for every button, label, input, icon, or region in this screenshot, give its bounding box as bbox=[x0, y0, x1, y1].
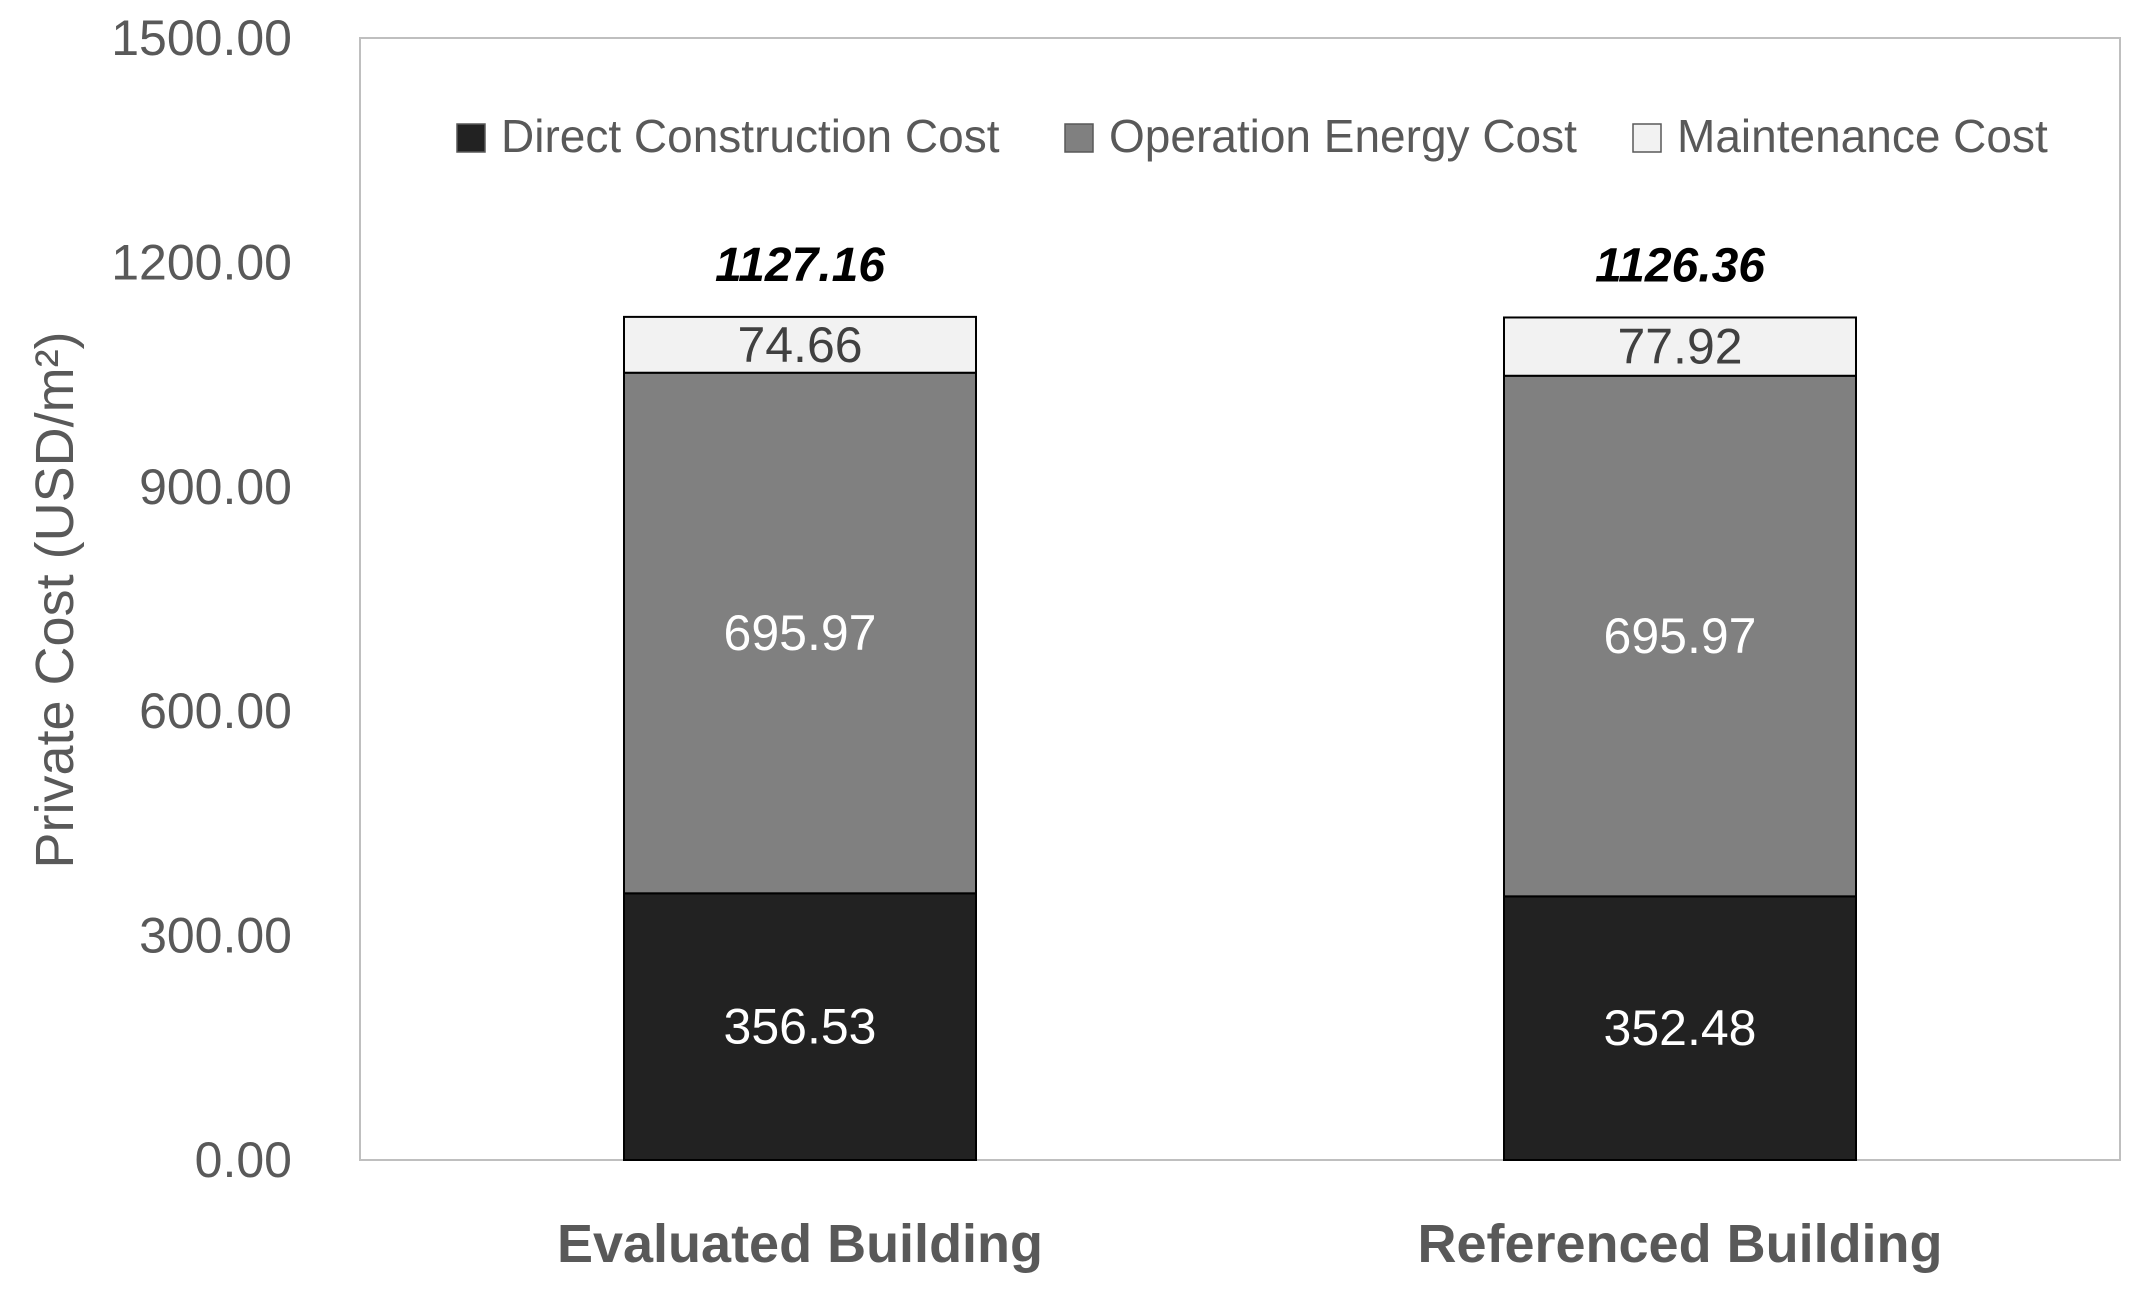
y-tick-label: 900.00 bbox=[139, 459, 292, 515]
y-axis-title: Private Cost (USD/m²) bbox=[25, 331, 85, 868]
bars: 356.53 695.97 74.66 1127.16 352.48 695.97 77.9… bbox=[623, 239, 1857, 1161]
legend: Direct Construction Cost Operation Energy… bbox=[456, 110, 2048, 162]
y-tick-label: 0.00 bbox=[195, 1132, 292, 1188]
bar-segment bbox=[623, 315, 977, 374]
y-tick-label: 300.00 bbox=[139, 908, 292, 964]
plot-frame bbox=[359, 37, 2121, 1161]
legend-swatch bbox=[1632, 123, 1662, 153]
bar-segment bbox=[1503, 895, 1857, 1161]
legend-label: Maintenance Cost bbox=[1677, 110, 2048, 162]
legend-item: Maintenance Cost bbox=[1632, 110, 2048, 162]
y-tick-label: 1200.00 bbox=[111, 234, 292, 290]
x-category-label: Evaluated Building bbox=[557, 1214, 1043, 1274]
bar-segment-label: 695.97 bbox=[724, 605, 877, 661]
legend-label: Direct Construction Cost bbox=[501, 110, 1000, 162]
y-tick-label: 600.00 bbox=[139, 683, 292, 739]
legend-swatch bbox=[1064, 123, 1094, 153]
bar-segment-label: 356.53 bbox=[724, 999, 877, 1055]
x-axis: Evaluated Building Referenced Building bbox=[557, 1214, 1943, 1274]
y-axis: 0.00 300.00 600.00 900.00 1200.00 1500.00 bbox=[111, 10, 292, 1188]
legend-swatch bbox=[456, 123, 486, 153]
bar-segment bbox=[1503, 374, 1857, 898]
bar-segment-label: 77.92 bbox=[1617, 319, 1742, 375]
x-category-label: Referenced Building bbox=[1417, 1214, 1942, 1274]
legend-label: Operation Energy Cost bbox=[1109, 110, 1577, 162]
bar-segment bbox=[1503, 316, 1857, 377]
legend-item: Operation Energy Cost bbox=[1064, 110, 1577, 162]
bar-total-label: 1127.16 bbox=[715, 239, 885, 292]
bar-segment bbox=[623, 371, 977, 895]
bar-segment-label: 352.48 bbox=[1604, 1000, 1757, 1056]
plot-area-border bbox=[359, 37, 2121, 1161]
bar-segment-label: 74.66 bbox=[737, 317, 862, 373]
bar-total-label: 1126.36 bbox=[1595, 239, 1765, 292]
legend-item: Direct Construction Cost bbox=[456, 110, 1000, 162]
bar-segment-label: 695.97 bbox=[1604, 608, 1757, 664]
y-tick-label: 1500.00 bbox=[111, 10, 292, 66]
